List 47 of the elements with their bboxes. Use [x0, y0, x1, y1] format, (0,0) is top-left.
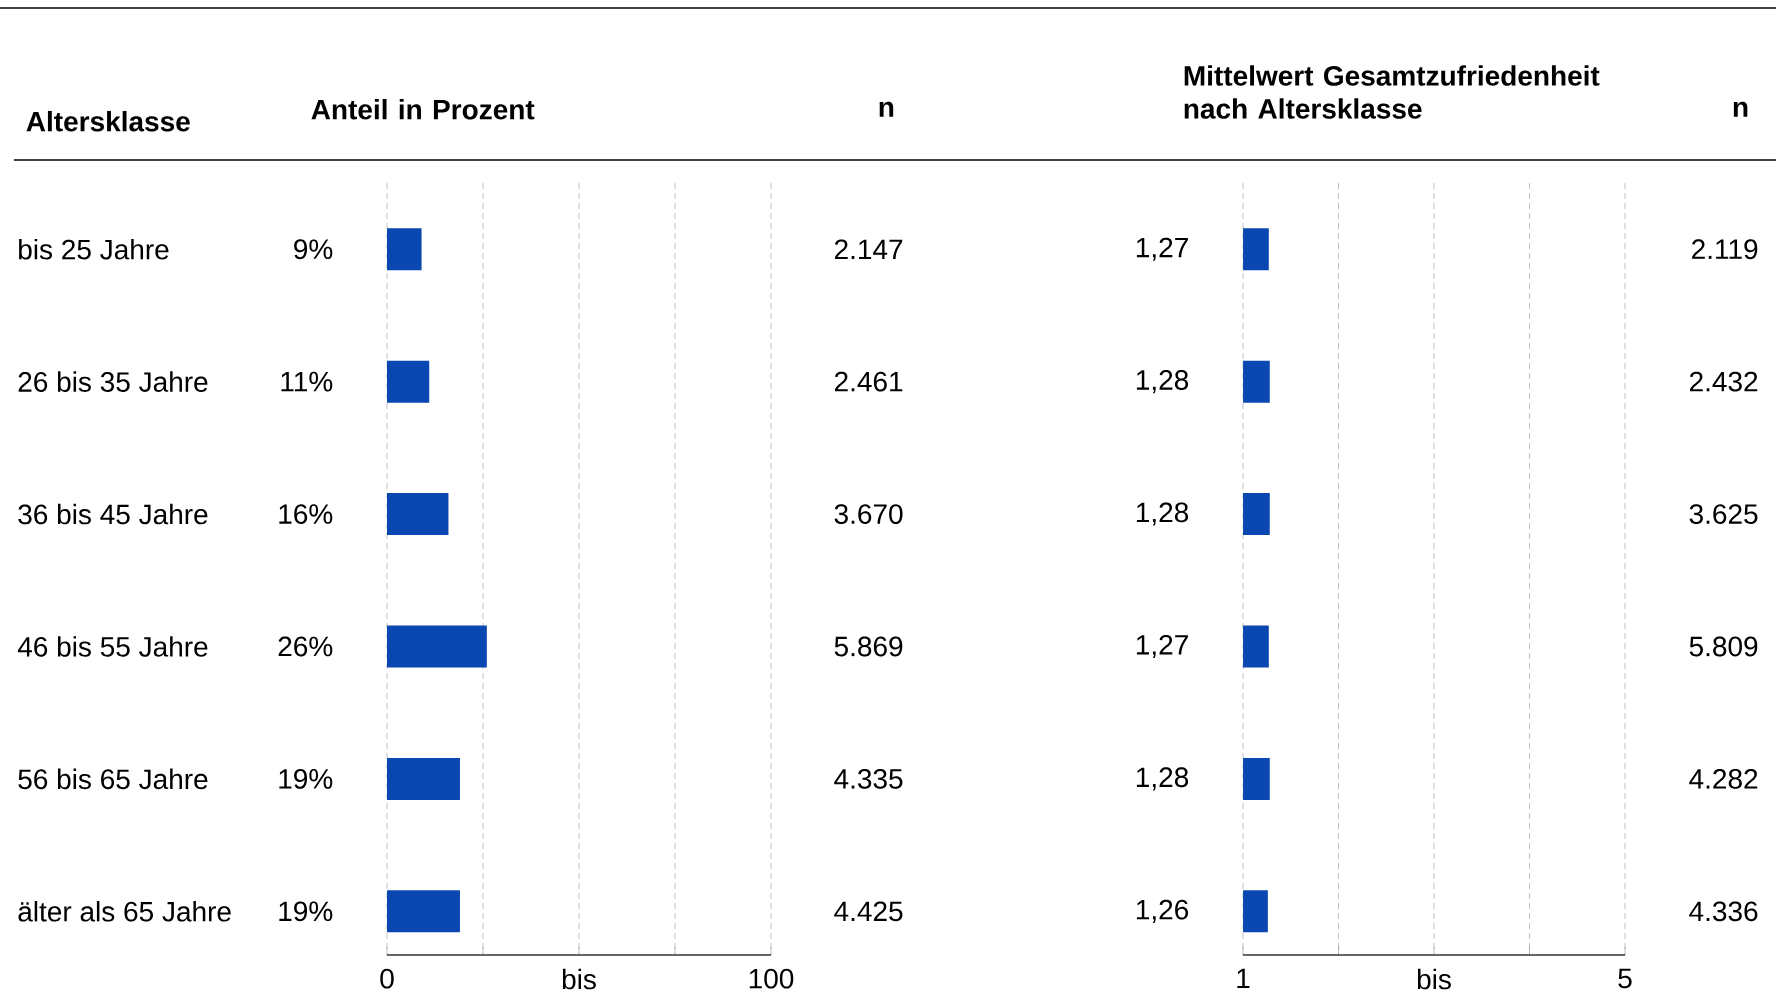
chart-title: Anteil in Prozent — [311, 98, 535, 120]
y-tick-label: älter als 65 Jahre — [18, 901, 231, 922]
y-tick-label: 36 bis 45 Jahre — [18, 503, 208, 525]
data-label: 26% — [278, 636, 333, 657]
data-label: 1,28 — [1136, 502, 1189, 526]
text: 2.432 — [1689, 371, 1758, 392]
text: 4.336 — [1689, 901, 1758, 922]
data-label: 1,27 — [1136, 634, 1188, 659]
text: 5.869 — [834, 636, 903, 657]
bar — [387, 493, 449, 536]
text: 2.119 — [1692, 239, 1758, 260]
bar — [387, 890, 460, 933]
x-tick-label: 1 — [1237, 968, 1250, 989]
bar — [387, 360, 430, 403]
data-label: 19% — [279, 901, 333, 922]
bar — [387, 757, 460, 800]
y-tick-label: bis 25 Jahre — [19, 238, 169, 260]
x-tick-label: bis — [562, 968, 596, 990]
data-label: 1,27 — [1136, 237, 1188, 261]
y-tick-label: 26 bis 35 Jahre — [18, 371, 208, 392]
y-tick-label: 46 bis 55 Jahre — [17, 636, 208, 657]
x-tick-label: 100 — [749, 968, 794, 989]
data-label: 11% — [281, 371, 333, 392]
text: 3.625 — [1689, 504, 1758, 524]
x-tick-label: 0 — [380, 968, 394, 989]
y-axis-title: Altersklasse — [26, 110, 190, 132]
y-tick-label: 56 bis 65 Jahre — [18, 768, 208, 790]
chart-title: Mittelwert Gesamtzufriedenheit nach Altersklasse — [1184, 65, 1600, 119]
data-label: 1,26 — [1136, 899, 1189, 923]
x-tick-label: bis — [1417, 968, 1451, 990]
text: n — [879, 101, 894, 117]
x-tick-label: 5 — [1618, 968, 1632, 989]
text: 2.461 — [834, 371, 903, 392]
data-label: 19% — [279, 768, 333, 789]
data-label: 1,28 — [1136, 370, 1189, 394]
text: 5.809 — [1689, 636, 1758, 657]
text: 4.282 — [1689, 768, 1758, 789]
data-label: 9% — [294, 239, 333, 260]
bar — [387, 228, 422, 271]
text: 4.335 — [834, 768, 903, 789]
text: n — [1733, 101, 1748, 117]
text: 3.670 — [834, 504, 903, 524]
bar — [387, 625, 487, 668]
data-label: 1,28 — [1136, 767, 1189, 791]
data-label: 16% — [279, 504, 333, 524]
text: 4.425 — [834, 901, 903, 922]
text: 2.147 — [834, 239, 903, 259]
